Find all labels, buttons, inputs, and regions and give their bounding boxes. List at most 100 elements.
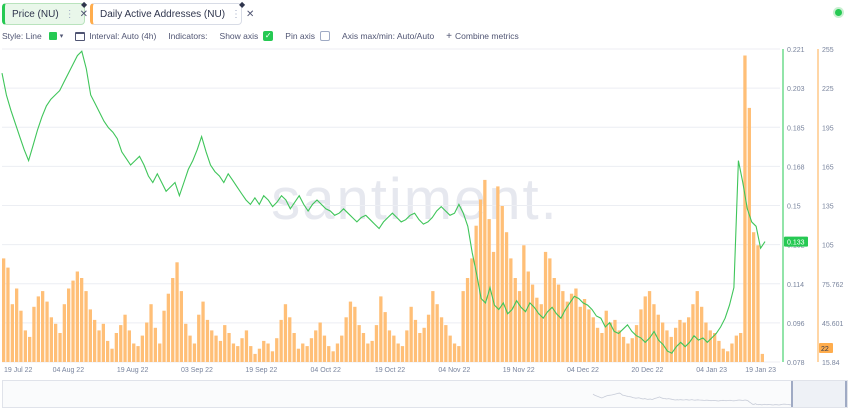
combine-metrics-button[interactable]: + Combine metrics bbox=[446, 31, 519, 42]
more-options-icon[interactable]: ⋮ bbox=[64, 8, 75, 20]
daa-axis-tick-label: 15.84 bbox=[822, 360, 840, 367]
metric-tab-price[interactable]: Price (NU) ⋮ ✕ bbox=[2, 3, 89, 25]
daa-bar bbox=[465, 278, 470, 362]
daa-bars bbox=[2, 55, 764, 363]
daa-bar bbox=[665, 330, 669, 362]
daa-bar bbox=[613, 319, 617, 362]
santiment-watermark: santiment. bbox=[271, 167, 559, 232]
daa-bar bbox=[422, 327, 426, 362]
daa-bar bbox=[357, 325, 361, 362]
daa-bar bbox=[400, 346, 405, 362]
calendar-icon bbox=[75, 31, 86, 41]
close-icon[interactable]: ✕ bbox=[79, 8, 89, 20]
daa-bar bbox=[483, 179, 487, 362]
daa-bar bbox=[288, 317, 292, 362]
daa-bar bbox=[127, 330, 131, 362]
daa-bar bbox=[179, 291, 183, 362]
daa-bar bbox=[444, 325, 448, 362]
more-options-icon[interactable]: ⋮ bbox=[231, 8, 241, 20]
chart-grid bbox=[2, 48, 780, 363]
daa-bar bbox=[682, 322, 686, 362]
daa-axis-tick-label: 225 bbox=[822, 86, 834, 93]
daa-axis-tick-label: 165 bbox=[822, 164, 834, 171]
daa-bar bbox=[101, 323, 105, 362]
daa-bar bbox=[405, 330, 409, 362]
daa-bar bbox=[739, 333, 743, 362]
daa-bar bbox=[36, 296, 40, 362]
daa-bar bbox=[370, 340, 374, 362]
daa-bar bbox=[561, 291, 565, 362]
x-axis-tick-label: 04 Oct 22 bbox=[310, 367, 340, 374]
daa-bar bbox=[314, 330, 318, 362]
daa-bar bbox=[695, 291, 699, 362]
daa-bar bbox=[678, 319, 682, 362]
daa-bar bbox=[500, 206, 504, 362]
show-axis-toggle[interactable]: Show axis ✓ bbox=[220, 31, 274, 41]
daa-bar bbox=[240, 338, 244, 362]
daa-axis-tick-label: 105 bbox=[822, 243, 834, 250]
daa-bar bbox=[600, 333, 604, 362]
indicators-dropdown[interactable]: Indicators: bbox=[168, 31, 207, 41]
chart-axes: 0.2210.2030.1850.1680.150.1320.1140.0960… bbox=[4, 47, 844, 374]
drag-handle-icon[interactable]: ◆ bbox=[239, 0, 246, 9]
daa-bar bbox=[197, 314, 201, 362]
daa-bar bbox=[158, 343, 162, 362]
show-axis-label: Show axis bbox=[219, 31, 259, 41]
checkbox-checked-icon[interactable]: ✓ bbox=[263, 31, 274, 41]
daa-bar bbox=[309, 338, 314, 362]
daa-bar bbox=[19, 310, 23, 362]
daa-bar bbox=[253, 353, 257, 362]
daa-bar bbox=[704, 322, 708, 362]
x-axis-tick-label: 04 Dec 22 bbox=[567, 367, 599, 374]
checkbox-unchecked-icon[interactable] bbox=[320, 31, 331, 41]
daa-bar bbox=[457, 346, 461, 362]
daa-bar bbox=[123, 314, 127, 362]
daa-bar bbox=[717, 340, 721, 362]
daa-bar bbox=[379, 296, 383, 362]
daa-bar bbox=[97, 330, 101, 362]
daa-bar bbox=[58, 333, 62, 362]
daa-bar bbox=[643, 296, 647, 362]
daa-bar bbox=[504, 232, 509, 362]
daa-bar bbox=[409, 306, 413, 362]
x-axis-tick-label: 19 Jan 23 bbox=[745, 367, 776, 374]
daa-bar bbox=[630, 338, 634, 362]
daa-bar bbox=[184, 323, 188, 362]
daa-bar bbox=[691, 304, 695, 362]
daa-bar bbox=[721, 348, 725, 362]
daa-bar bbox=[366, 343, 370, 362]
daa-bar bbox=[752, 232, 756, 362]
daa-bar bbox=[626, 343, 630, 362]
daa-bar bbox=[88, 309, 92, 362]
daa-bar bbox=[301, 343, 305, 362]
daa-bar bbox=[522, 245, 526, 362]
pin-axis-toggle[interactable]: Pin axis bbox=[285, 31, 331, 41]
daa-bar bbox=[760, 353, 764, 362]
axis-maxmin-dropdown[interactable]: Axis max/min: Auto/Auto bbox=[342, 31, 434, 41]
combine-metrics-label: Combine metrics bbox=[455, 31, 519, 41]
daa-bar bbox=[361, 333, 366, 362]
x-axis-tick-label: 19 Jul 22 bbox=[4, 367, 33, 374]
daa-bar bbox=[608, 322, 613, 362]
series-color-swatch[interactable] bbox=[48, 32, 57, 40]
price-and-daa-chart[interactable]: santiment. 0.2210.2030.1850.1680.150.132… bbox=[0, 44, 850, 374]
daa-bar bbox=[543, 251, 548, 362]
navigator-range-handle[interactable] bbox=[791, 381, 847, 407]
daa-bar bbox=[348, 301, 353, 362]
interval-dropdown[interactable]: Interval: Auto (4h) bbox=[75, 31, 156, 41]
daa-bar bbox=[331, 351, 335, 362]
style-dropdown[interactable]: Style: Line ▾ bbox=[2, 31, 63, 41]
drag-handle-icon[interactable]: ◆ bbox=[81, 0, 88, 9]
x-axis-tick-label: 20 Dec 22 bbox=[631, 367, 663, 374]
last-price-badge bbox=[784, 236, 808, 247]
metric-tab-daily-active-addresses[interactable]: Daily Active Addresses (NU) ⋮ ✕ bbox=[90, 3, 254, 25]
daa-bar bbox=[132, 343, 136, 362]
daa-bar bbox=[335, 343, 340, 362]
daa-bar bbox=[387, 330, 392, 362]
daa-axis-tick-label: 195 bbox=[822, 125, 834, 132]
daa-bar bbox=[49, 317, 53, 362]
chevron-down-icon: ▾ bbox=[59, 33, 64, 40]
close-icon[interactable]: ✕ bbox=[246, 8, 255, 20]
daa-bar bbox=[634, 325, 639, 362]
time-range-navigator[interactable] bbox=[2, 380, 848, 408]
